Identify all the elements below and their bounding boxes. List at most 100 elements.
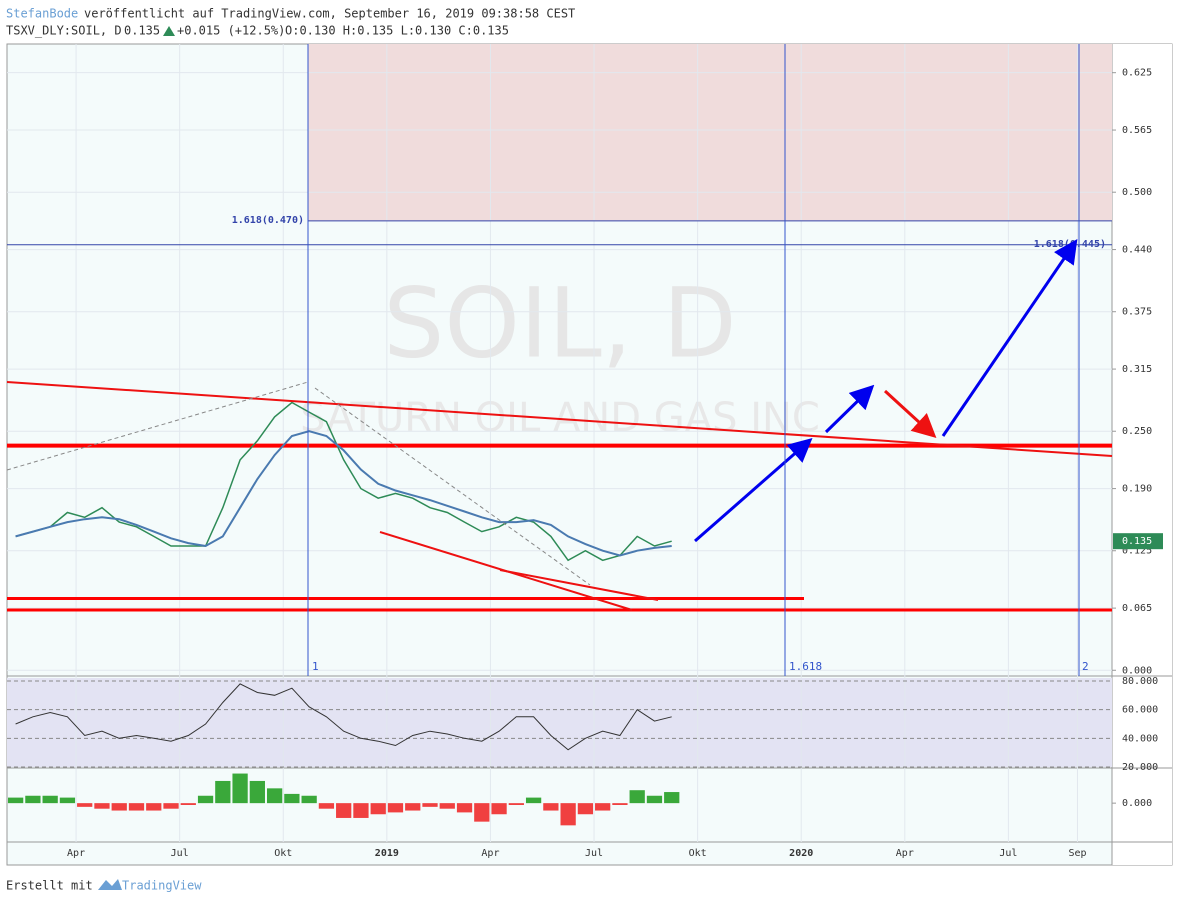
x-tick-label: 2019 [375,848,399,859]
macd-bar [180,803,196,805]
moving-average [15,430,672,557]
x-tick-label: Jul [999,848,1017,859]
macd-bar [111,803,127,811]
rsi-tick-label: 40.000 [1122,733,1158,744]
macd-bar [232,773,248,804]
macd-bar [422,803,438,807]
macd-bar [439,803,455,809]
trendline [499,569,659,601]
trendline [6,381,309,471]
y-tick-label: 0.125 [1122,546,1152,557]
macd-bar [42,795,58,804]
published: veröffentlicht auf TradingView.com, Sept… [84,7,575,21]
footer-text: Erstellt mit [6,879,93,893]
fib-time-label: 2 [1082,660,1089,673]
macd-bar [77,803,93,807]
ohlc: O:0.130 H:0.135 L:0.130 C:0.135 [285,24,509,38]
macd-bar [577,803,594,815]
macd-bar [646,795,663,804]
fib-label: 1.618(0.470) [232,215,304,226]
target-zone [308,44,1112,221]
macd-bar [146,803,162,811]
rsi-line [15,683,672,751]
arrow [941,239,1078,437]
x-tick-label: Apr [67,848,85,859]
macd-bar [664,792,680,804]
last-price: 0.135 [124,24,160,38]
macd-bar [525,797,542,804]
macd-bar [612,803,628,805]
macd-bar [629,790,645,804]
macd-bar [387,803,404,813]
y-tick-label: 0.565 [1122,125,1152,136]
author: StefanBode [6,7,78,21]
y-tick-label: 0.190 [1122,484,1152,495]
footer-brand[interactable]: TradingView [122,879,202,893]
x-tick-label: Okt [689,848,707,859]
y-tick-label: 0.250 [1122,426,1152,437]
macd-bar [560,803,576,826]
watermark: SOIL, D [383,267,736,379]
macd-bar [249,780,265,804]
x-tick-label: Apr [481,848,499,859]
symbol: TSXV_DLY:SOIL, D [6,24,122,38]
macd-bar [25,795,41,804]
macd-bar [595,803,611,811]
x-tick-label: Okt [274,848,292,859]
macd-bar [128,803,145,811]
watermark-sub: SATURN OIL AND GAS INC [300,395,820,441]
macd-tick-label: 0.000 [1122,798,1152,809]
macd-bar [336,803,352,818]
macd-bar [266,788,283,804]
macd-bar [491,803,507,815]
y-tick-label: 0.440 [1122,245,1152,256]
macd-bar [197,795,214,804]
macd-bar [370,803,386,815]
y-tick-label: 0.625 [1122,68,1152,79]
macd-bar [456,803,473,813]
x-tick-label: 2020 [789,848,813,859]
macd-bar [474,803,490,822]
macd-bar [59,797,76,804]
macd-bar [318,803,335,809]
y-tick-label: 0.375 [1122,307,1152,318]
macd-bar [8,797,24,804]
change: +0.015 (+12.5%) [177,24,285,38]
x-tick-label: Jul [171,848,189,859]
trendline [6,381,1113,457]
x-tick-label: Apr [896,848,914,859]
arrow [883,389,937,439]
macd-bar [284,793,300,804]
x-tick-label: Sep [1068,848,1086,859]
macd-bar [353,803,369,818]
y-tick-label: 0.500 [1122,187,1152,198]
up-icon [163,26,175,36]
rsi-band [7,678,1112,767]
macd-bar [508,803,524,805]
rsi-tick-label: 20.000 [1122,762,1158,773]
macd-bar [543,803,559,811]
fib-time-label: 1 [312,660,319,673]
macd-bar [301,795,317,804]
x-tick-label: Jul [585,848,603,859]
y-tick-label: 0.315 [1122,364,1152,375]
macd-bar [405,803,421,811]
trendline [314,387,591,586]
arrow [824,384,875,434]
arrow [694,438,813,543]
rsi-tick-label: 60.000 [1122,705,1158,716]
price-tag: 0.135 [1122,536,1152,547]
fib-time-label: 1.618 [789,660,822,673]
y-tick-label: 0.065 [1122,603,1152,614]
macd-bar [215,780,231,804]
price-line [15,401,672,562]
macd-bar [163,803,179,809]
logo [98,879,122,890]
rsi-tick-label: 80.000 [1122,676,1158,687]
y-tick-label: 0.000 [1122,665,1152,676]
price-axis-area [1112,44,1172,865]
price-tag-bg [1113,533,1163,550]
